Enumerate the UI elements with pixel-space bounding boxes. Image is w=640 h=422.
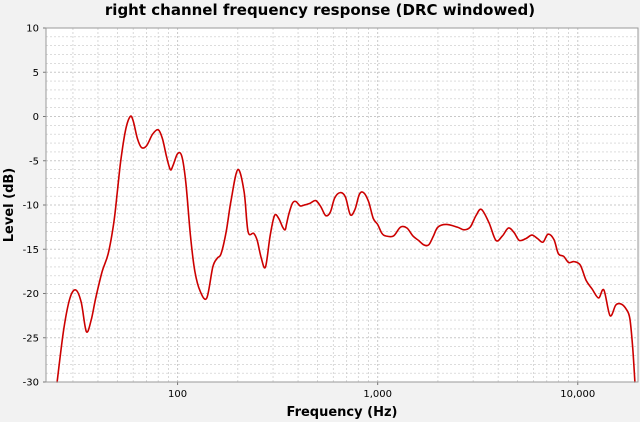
y-tick-label: -15 bbox=[23, 245, 39, 256]
x-tick-label: 10,000 bbox=[560, 389, 595, 400]
tick-labels: 10 5 0 -5 -10 -15 -20 -25 -30 100 1,000 10,000 bbox=[23, 24, 596, 401]
y-tick-label: -30 bbox=[23, 378, 39, 389]
x-tick-label: 1,000 bbox=[363, 389, 392, 400]
y-axis-title: Level (dB) bbox=[2, 168, 17, 242]
y-tick-label: 0 bbox=[33, 112, 39, 123]
y-tick-label: 5 bbox=[33, 68, 39, 79]
plot-border bbox=[45, 27, 639, 383]
y-tick-label: -25 bbox=[23, 333, 39, 344]
chart-title: right channel frequency response (DRC wi… bbox=[104, 1, 536, 19]
y-tick-label: -10 bbox=[23, 201, 39, 212]
y-tick-label: -20 bbox=[23, 289, 39, 300]
x-axis-title: Frequency (Hz) bbox=[287, 405, 398, 420]
x-tick-label: 100 bbox=[168, 389, 187, 400]
y-tick-label: 10 bbox=[26, 24, 39, 35]
frequency-response-line bbox=[56, 115, 636, 383]
series-layer bbox=[56, 115, 636, 383]
y-tick-label: -5 bbox=[29, 156, 39, 167]
